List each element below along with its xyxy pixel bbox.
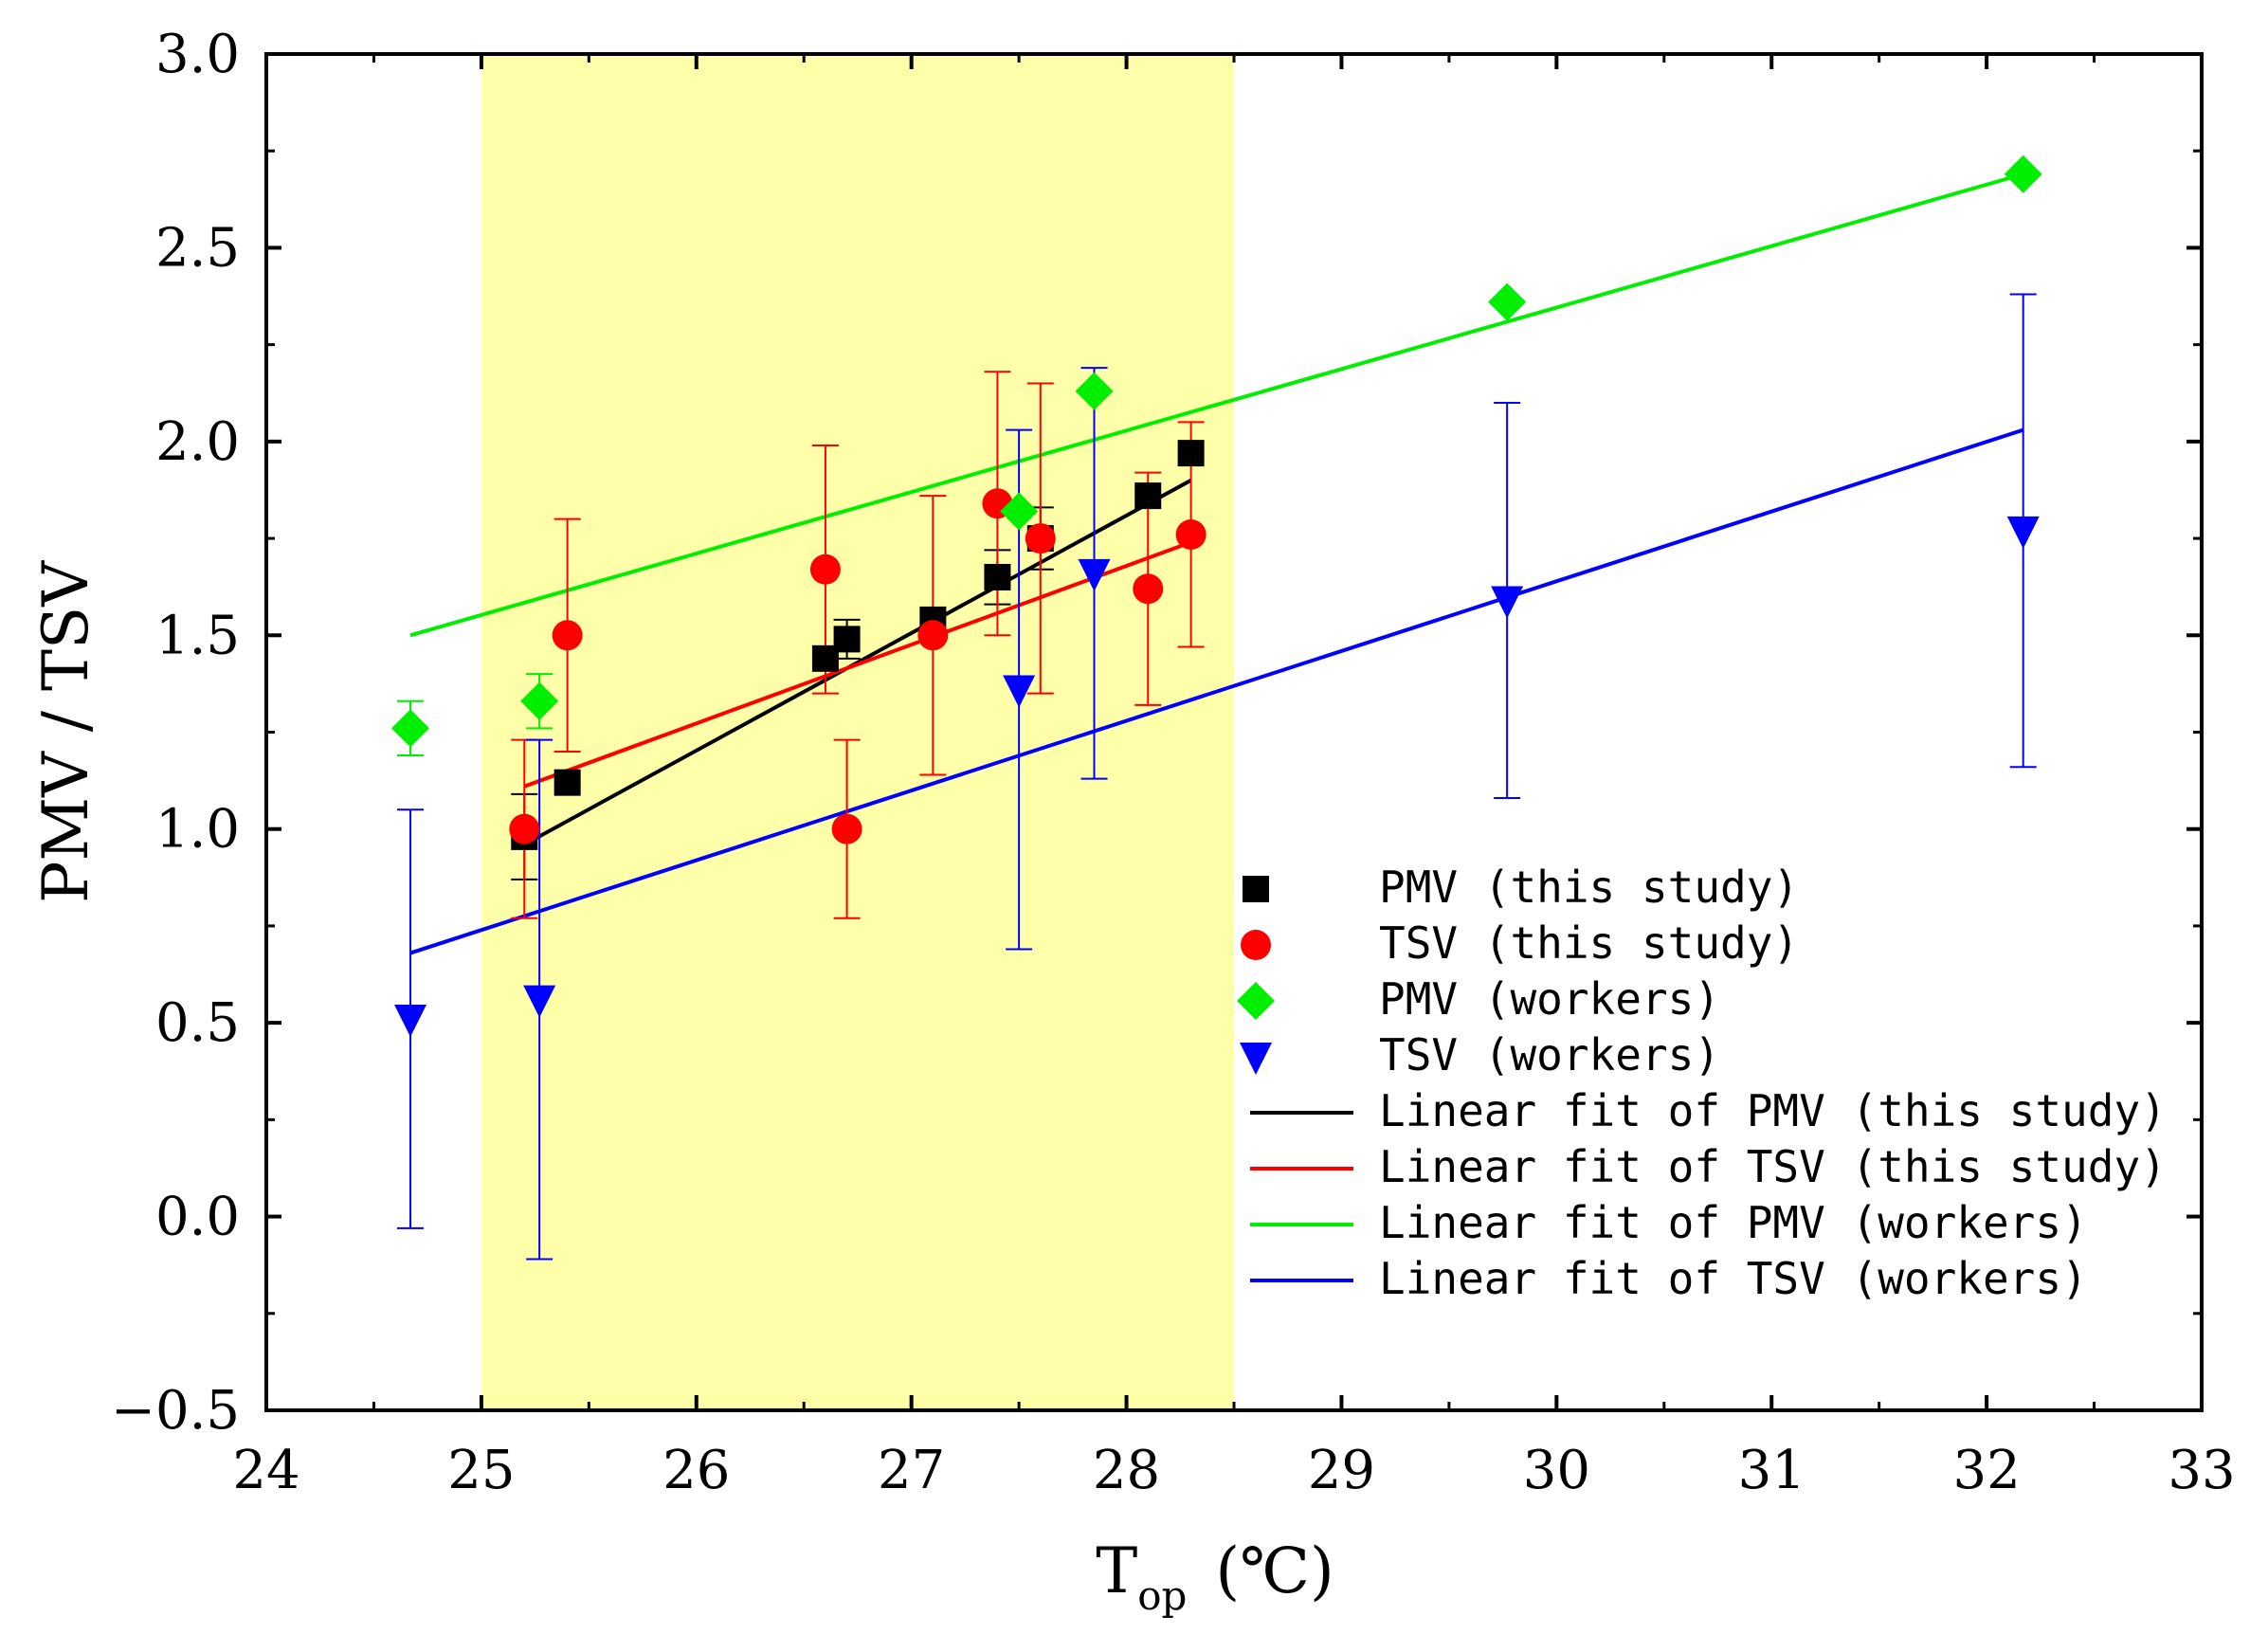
x-axis-title-unit: (℃) <box>1215 1534 1334 1607</box>
x-tick-label: 27 <box>878 1440 945 1501</box>
legend-label: Linear fit of TSV (workers) <box>1379 1253 2088 1304</box>
y-tick-label: 2.5 <box>155 217 240 279</box>
data-point <box>2006 516 2040 549</box>
fit-line <box>409 427 2024 955</box>
data-point <box>984 563 1011 590</box>
data-point <box>833 626 861 653</box>
fit-lines <box>409 172 2024 955</box>
y-axis-title: PMV / TSV <box>29 560 102 903</box>
data-point <box>1075 372 1114 410</box>
data-point <box>1134 482 1162 510</box>
y-tick-label: 1.0 <box>155 799 240 861</box>
data-point <box>509 813 540 844</box>
data-point <box>394 1005 427 1038</box>
legend-label: Linear fit of PMV (workers) <box>1379 1197 2088 1248</box>
fit-line <box>409 172 2024 638</box>
highlight-band-layer <box>481 54 1234 1410</box>
legend-label: Linear fit of PMV (this study) <box>1379 1085 2167 1136</box>
legend-marker <box>1237 982 1275 1020</box>
x-tick-label: 24 <box>232 1440 299 1501</box>
x-tick-label: 32 <box>1952 1440 2020 1501</box>
x-axis-title: Top (℃) <box>1096 1534 1334 1619</box>
data-point <box>523 985 556 1018</box>
y-tick-label: −0.5 <box>111 1380 240 1442</box>
data-point <box>2004 154 2042 193</box>
x-tick-label: 29 <box>1308 1440 1375 1501</box>
plot-frame <box>264 52 2204 1412</box>
legend-label: TSV (this study) <box>1379 917 1799 969</box>
x-tick-label: 25 <box>447 1440 515 1501</box>
data-point <box>1133 573 1164 605</box>
data-point <box>831 813 862 844</box>
data-point <box>1078 558 1111 591</box>
legend-label: TSV (workers) <box>1379 1029 1720 1080</box>
legend-label: Linear fit of TSV (this study) <box>1379 1141 2167 1192</box>
y-tick-label: 3.0 <box>155 24 240 85</box>
comfort-band <box>481 54 1234 1410</box>
x-tick-label: 26 <box>662 1440 730 1501</box>
data-point <box>1003 675 1036 708</box>
data-markers <box>391 154 2042 1038</box>
data-point <box>391 709 430 748</box>
legend: PMV (this study)TSV (this study)PMV (wor… <box>1237 862 2167 1304</box>
x-tick-label: 33 <box>2168 1440 2235 1501</box>
legend-marker <box>1240 1043 1272 1075</box>
y-tick-label: 2.0 <box>155 411 240 473</box>
x-axis-title-main: T <box>1096 1534 1137 1607</box>
legend-label: PMV (workers) <box>1379 973 1720 1025</box>
y-tick-label: 0.5 <box>155 992 240 1054</box>
fit-line <box>523 540 1192 789</box>
y-tick-label: 0.0 <box>155 1187 240 1248</box>
legend-marker <box>1243 876 1269 902</box>
x-tick-label: 31 <box>1738 1440 1805 1501</box>
data-point <box>917 620 949 651</box>
x-axis-title-subscript: op <box>1137 1572 1187 1619</box>
data-point <box>1025 523 1056 554</box>
data-point <box>1177 440 1205 467</box>
data-point <box>520 681 559 720</box>
data-point <box>552 620 583 651</box>
x-tick-label: 28 <box>1093 1440 1160 1501</box>
data-point <box>809 554 841 585</box>
data-point <box>1488 282 1527 321</box>
legend-marker <box>1241 930 1271 960</box>
data-point <box>1000 492 1039 531</box>
tick-labels: 24 25 26 27 28 29 30 31 32 33 −0.5 0.0 0.5 1.0 1.5 2.0 2… <box>111 24 2236 1501</box>
y-tick-label: 1.5 <box>155 605 240 666</box>
data-point <box>553 769 581 796</box>
x-tick-label: 30 <box>1523 1440 1590 1501</box>
data-point <box>1175 518 1207 550</box>
data-point <box>1491 586 1524 619</box>
legend-label: PMV (this study) <box>1379 862 1799 913</box>
